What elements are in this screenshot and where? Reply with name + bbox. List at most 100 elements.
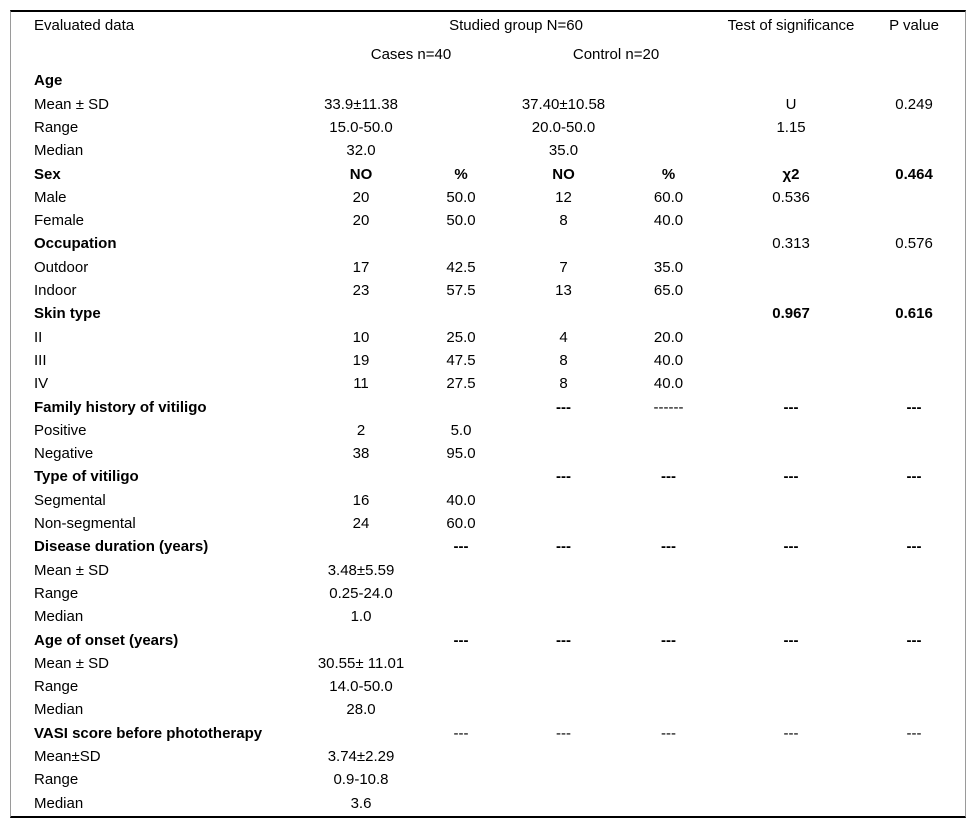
table-cell: 20 [352, 188, 370, 206]
table-cell [721, 769, 861, 792]
table-cell: 17 [352, 258, 370, 276]
table-cell [411, 769, 511, 792]
table-cell [616, 489, 721, 512]
table-cell [721, 326, 861, 349]
table-row: Range 15.0-50.0 20.0-50.0 1.15 [11, 117, 967, 140]
table-cell: 10 [352, 328, 370, 346]
table-cell: 1.15 [776, 118, 806, 136]
table-cell [311, 396, 411, 419]
table-cell: U [785, 95, 797, 113]
table-cell: 40.0 [446, 491, 476, 509]
table-cell: 40.0 [653, 351, 684, 369]
table-row: Type of vitiligo --- --- --- --- [11, 466, 967, 489]
table-cell [411, 583, 511, 606]
table-cell [721, 419, 861, 442]
table-cell: 65.0 [653, 282, 684, 300]
table-cell: 16 [352, 491, 370, 509]
table-cell [721, 559, 861, 582]
table-cell [616, 117, 721, 140]
table-cell: 15.0-50.0 [329, 118, 393, 136]
table-cell: 3.48±5.59 [327, 561, 395, 579]
header-empty [721, 41, 861, 70]
table-cell [721, 210, 861, 233]
table-row: VASI score before phototherapy --- --- --- -… [11, 722, 967, 745]
table-cell: 37.40±10.58 [521, 95, 606, 113]
row-label: Segmental [34, 491, 106, 509]
table-cell [861, 513, 967, 536]
table-cell [616, 70, 721, 93]
table-cell [311, 466, 411, 489]
header-empty [861, 41, 967, 70]
table-row: Age of onset (years) --- --- --- --- --- [11, 629, 967, 652]
table-cell: --- [783, 631, 799, 649]
table-row: III 19 47.5 8 40.0 [11, 350, 967, 373]
study-table-frame: Evaluated data Studied group N=60 Test o… [10, 10, 966, 818]
table-cell [311, 70, 411, 93]
table-row: IV 11 27.5 8 40.0 [11, 373, 967, 396]
table-cell: --- [906, 631, 922, 649]
table-cell: 0.536 [772, 188, 810, 206]
table-header: Evaluated data Studied group N=60 Test o… [11, 12, 967, 70]
table-cell: 0.616 [895, 305, 933, 323]
table-cell: NO [349, 165, 373, 183]
table-cell [861, 583, 967, 606]
table-cell: --- [453, 631, 469, 649]
row-label: Mean ± SD [34, 654, 109, 672]
table-cell [616, 676, 721, 699]
table-cell [721, 489, 861, 512]
table-row: Segmental 16 40.0 [11, 489, 967, 512]
table-row: Range 0.9-10.8 [11, 769, 967, 792]
table-cell [861, 699, 967, 722]
table-cell: 50.0 [446, 212, 476, 230]
table-cell [411, 606, 511, 629]
table-row: Negative 38 95.0 [11, 443, 967, 466]
table-cell [511, 652, 616, 675]
table-cell [616, 303, 721, 326]
table-cell: 5.0 [450, 421, 472, 439]
table-cell [861, 70, 967, 93]
table-cell [616, 443, 721, 466]
table-cell [721, 676, 861, 699]
table-cell [861, 280, 967, 303]
table-cell [411, 746, 511, 769]
table-cell [616, 746, 721, 769]
table-cell [861, 326, 967, 349]
table-cell [411, 699, 511, 722]
header-test-of-significance: Test of significance [727, 17, 855, 35]
table-row: II 10 25.0 4 20.0 [11, 326, 967, 349]
row-label: Range [34, 584, 79, 602]
table-cell: --- [661, 538, 677, 556]
table-cell [861, 373, 967, 396]
table-cell [616, 140, 721, 163]
table-cell [721, 140, 861, 163]
table-cell: --- [453, 538, 469, 556]
table-cell [861, 746, 967, 769]
table-row: Disease duration (years) --- --- --- --- --- [11, 536, 967, 559]
row-label: Occupation [34, 235, 117, 253]
table-cell [861, 350, 967, 373]
table-cell: 57.5 [446, 282, 476, 300]
row-label: Median [34, 608, 84, 626]
table-row: Female 20 50.0 8 40.0 [11, 210, 967, 233]
table-row: Positive 2 5.0 [11, 419, 967, 442]
table-cell: 13 [555, 282, 572, 300]
row-label: Skin type [34, 305, 101, 323]
table-cell: 60.0 [446, 515, 476, 533]
table-cell [411, 466, 511, 489]
table-cell: 0.249 [895, 95, 933, 113]
table-row: Non-segmental 24 60.0 [11, 513, 967, 536]
table-cell: --- [783, 538, 799, 556]
table-row: Range 0.25-24.0 [11, 583, 967, 606]
table-cell [616, 93, 721, 116]
table-cell [861, 652, 967, 675]
table-cell [311, 303, 411, 326]
table-cell [721, 256, 861, 279]
table-cell [616, 792, 721, 815]
table-cell [411, 233, 511, 256]
table-cell: --- [556, 631, 571, 649]
table-cell [861, 419, 967, 442]
table-cell: 2 [356, 421, 366, 439]
table-cell [511, 606, 616, 629]
table-cell [311, 233, 411, 256]
